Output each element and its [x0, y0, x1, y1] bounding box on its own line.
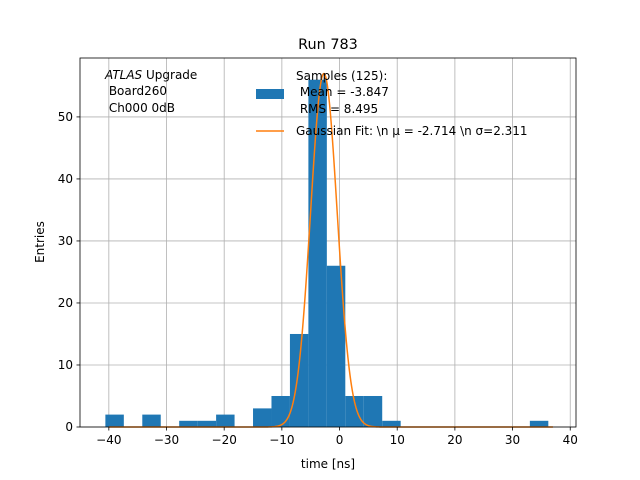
- y-tick-label: 20: [58, 296, 73, 310]
- annotation-atlas: ATLAS: [104, 68, 143, 82]
- legend-fit-label: Gaussian Fit: \n μ = -2.714 \n σ=2.311: [296, 124, 528, 138]
- histogram-bar: [271, 395, 290, 427]
- axes-frame: [79, 57, 577, 428]
- y-tick-label: 40: [58, 172, 73, 186]
- legend: Samples (125): Mean = -3.847 RMS = 8.495…: [256, 69, 528, 138]
- x-tick-label: −20: [212, 433, 237, 447]
- legend-histogram-label-3: RMS = 8.495: [296, 102, 378, 116]
- x-tick-label: 40: [563, 433, 578, 447]
- annotation-board: Board260: [105, 84, 167, 98]
- histogram-bar: [142, 414, 161, 427]
- y-axis-label: Entries: [33, 221, 47, 263]
- y-tick-label: 0: [65, 420, 73, 434]
- x-tick-label: −30: [154, 433, 179, 447]
- annotation-line-1: ATLAS Upgrade: [104, 68, 197, 82]
- x-axis-label: time [ns]: [301, 457, 355, 471]
- histogram-bar: [289, 333, 309, 427]
- legend-histogram-label-1: Samples (125):: [296, 69, 387, 83]
- annotation-upgrade: Upgrade: [142, 68, 197, 82]
- histogram-bar: [345, 395, 364, 427]
- legend-histogram-swatch: [256, 89, 284, 99]
- histogram-bar: [326, 265, 346, 427]
- atlas-annotation: ATLAS Upgrade Board260 Ch000 0dB: [104, 68, 197, 115]
- histogram-bar: [363, 395, 383, 427]
- histogram-bar: [197, 420, 217, 427]
- axis-ticks: −40 −30 −20 −10 0 10 20 30 40 0 10 20 30 40 50: [58, 110, 578, 447]
- histogram-bar: [253, 408, 272, 427]
- y-tick-label: 10: [58, 358, 73, 372]
- histogram-bar: [382, 420, 401, 427]
- histogram-bar: [216, 414, 235, 427]
- x-tick-label: 0: [336, 433, 344, 447]
- annotation-channel: Ch000 0dB: [105, 101, 175, 115]
- chart-title: Run 783: [298, 37, 358, 53]
- y-tick-label: 30: [58, 234, 73, 248]
- x-tick-label: 20: [447, 433, 462, 447]
- x-tick-label: −40: [96, 433, 121, 447]
- x-tick-label: 30: [505, 433, 520, 447]
- histogram-bar: [105, 414, 124, 427]
- x-tick-label: −10: [269, 433, 294, 447]
- histogram-bar: [179, 420, 198, 427]
- legend-histogram-label-2: Mean = -3.847: [296, 85, 389, 99]
- x-tick-label: 10: [390, 433, 405, 447]
- histogram-bar: [529, 420, 549, 427]
- y-tick-label: 50: [58, 110, 73, 124]
